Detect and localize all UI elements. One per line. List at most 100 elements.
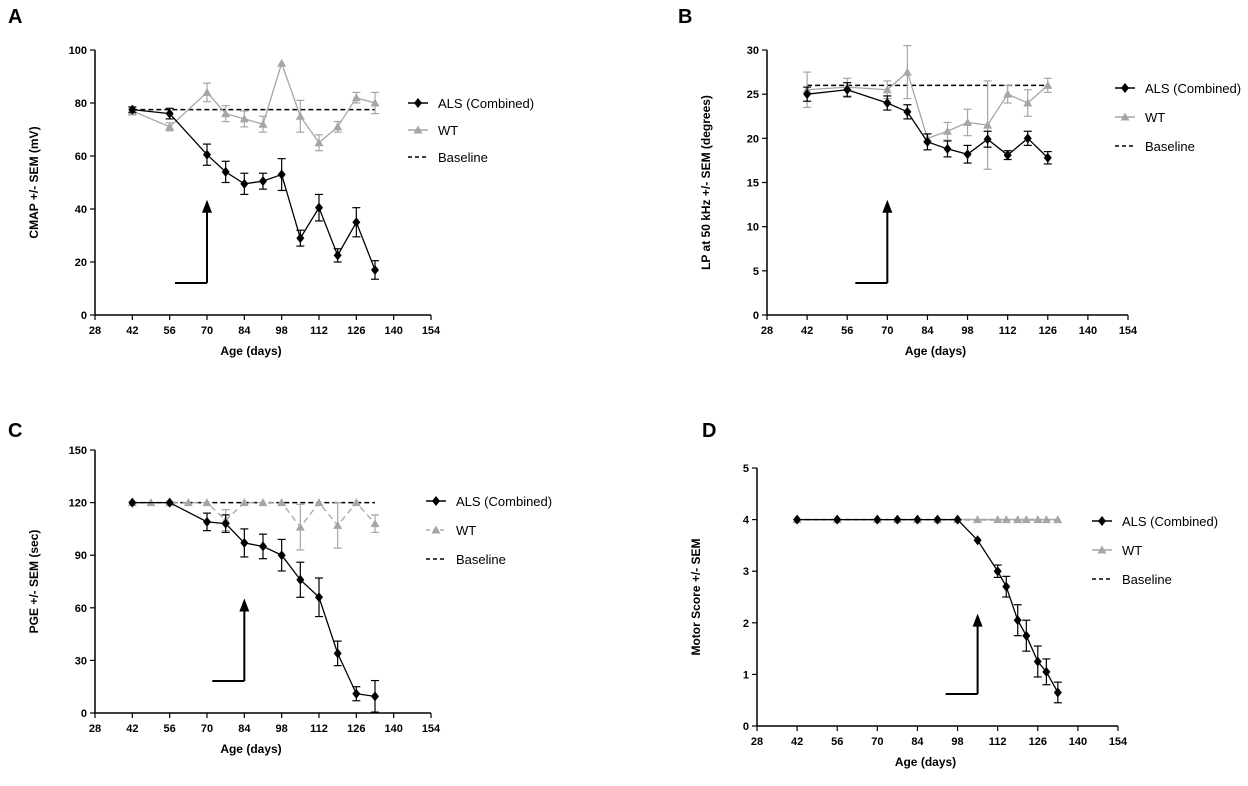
x-tick-label: 98 — [276, 325, 288, 337]
x-tick-label: 126 — [347, 325, 365, 337]
y-axis-title: LP at 50 kHz +/- SEM (degrees) — [699, 95, 713, 270]
data-point — [221, 518, 230, 529]
y-tick-label: 0 — [81, 310, 87, 322]
x-tick-label: 154 — [422, 325, 441, 337]
legend-marker — [1097, 545, 1107, 554]
legend: ALS (Combined) WT Baseline — [408, 96, 534, 165]
x-tick-label: 28 — [751, 736, 763, 748]
series-line — [807, 70, 1049, 140]
data-point — [893, 514, 902, 525]
data-point — [258, 119, 268, 128]
y-tick-label: 120 — [69, 498, 87, 510]
legend-label: Baseline — [456, 552, 506, 567]
panel-label-c: C — [8, 420, 23, 442]
x-tick-label: 84 — [921, 325, 934, 337]
x-tick-label: 56 — [164, 723, 176, 735]
legend: ALS (Combined) WT Baseline — [426, 494, 552, 567]
data-point — [239, 498, 249, 507]
x-axis-title: Age (days) — [905, 344, 966, 358]
data-point — [351, 93, 361, 102]
x-tick-label: 140 — [1069, 736, 1087, 748]
legend-label: ALS (Combined) — [1122, 514, 1218, 529]
x-tick-label: 28 — [89, 723, 101, 735]
series-line — [132, 501, 376, 697]
data-point — [165, 108, 174, 119]
onset-arrow — [855, 199, 893, 284]
x-tick-label: 70 — [881, 325, 893, 337]
data-point — [315, 592, 323, 603]
x-tick-label: 98 — [276, 723, 288, 735]
data-point — [1013, 515, 1023, 524]
series-als — [803, 82, 1052, 165]
data-point — [1021, 515, 1031, 524]
data-point — [983, 120, 993, 129]
data-point — [963, 117, 973, 126]
y-tick-label: 15 — [747, 178, 759, 190]
data-point — [371, 691, 379, 702]
legend-marker — [413, 125, 423, 134]
data-point — [296, 233, 305, 244]
data-point — [1041, 515, 1051, 524]
data-point — [1023, 133, 1032, 144]
data-point — [202, 87, 212, 96]
data-point — [923, 136, 932, 147]
data-point — [240, 537, 249, 548]
y-tick-label: 20 — [75, 257, 87, 269]
x-tick-label: 154 — [1119, 325, 1138, 337]
x-tick-label: 56 — [164, 325, 176, 337]
data-point — [1002, 581, 1011, 592]
data-point — [973, 535, 982, 546]
data-point — [277, 498, 287, 507]
arrow-head — [972, 613, 983, 627]
chart-panel-d: 0 1 2 3 4 5 28 42 56 70 84 98 112 126 140 154 Age (days)… — [689, 463, 1218, 769]
y-tick-label: 20 — [747, 133, 759, 145]
x-tick-label: 140 — [384, 723, 402, 735]
data-point — [203, 516, 211, 527]
legend-label: WT — [1122, 543, 1142, 558]
x-tick-label: 140 — [384, 325, 402, 337]
y-tick-label: 60 — [75, 151, 87, 163]
data-point — [903, 106, 912, 117]
y-tick-label: 1 — [743, 669, 749, 681]
data-point — [295, 111, 305, 120]
data-point — [258, 498, 268, 507]
series-wt — [802, 44, 1053, 170]
x-tick-label: 98 — [961, 325, 973, 337]
data-point — [1003, 89, 1013, 98]
x-tick-label: 42 — [791, 736, 803, 748]
x-tick-label: 154 — [1109, 736, 1128, 748]
data-point — [352, 688, 361, 699]
data-point — [993, 566, 1002, 577]
data-point — [314, 138, 324, 147]
y-tick-label: 100 — [69, 45, 87, 57]
data-point — [351, 498, 361, 507]
data-point — [973, 515, 983, 524]
data-point — [296, 574, 305, 585]
x-tick-label: 28 — [89, 325, 101, 337]
arrow-head — [202, 199, 212, 213]
series-als — [128, 497, 379, 713]
x-tick-label: 70 — [201, 325, 213, 337]
series-line — [797, 518, 1059, 693]
data-point — [240, 178, 249, 189]
onset-arrow — [175, 199, 212, 284]
legend-marker — [431, 525, 441, 534]
legend-marker — [432, 496, 440, 506]
series-als — [793, 514, 1062, 704]
data-point — [277, 169, 286, 180]
data-point — [1013, 615, 1022, 626]
data-point — [793, 514, 802, 525]
x-tick-label: 126 — [347, 723, 365, 735]
y-tick-label: 5 — [753, 266, 759, 278]
data-point — [943, 143, 952, 154]
x-tick-label: 140 — [1079, 325, 1097, 337]
data-point — [314, 498, 324, 507]
legend-label: WT — [1145, 110, 1165, 125]
data-point — [843, 84, 852, 95]
legend-label: Baseline — [1122, 572, 1172, 587]
data-point — [1043, 80, 1053, 89]
data-point — [259, 541, 267, 552]
y-tick-label: 0 — [753, 310, 759, 322]
y-tick-label: 0 — [743, 721, 749, 733]
